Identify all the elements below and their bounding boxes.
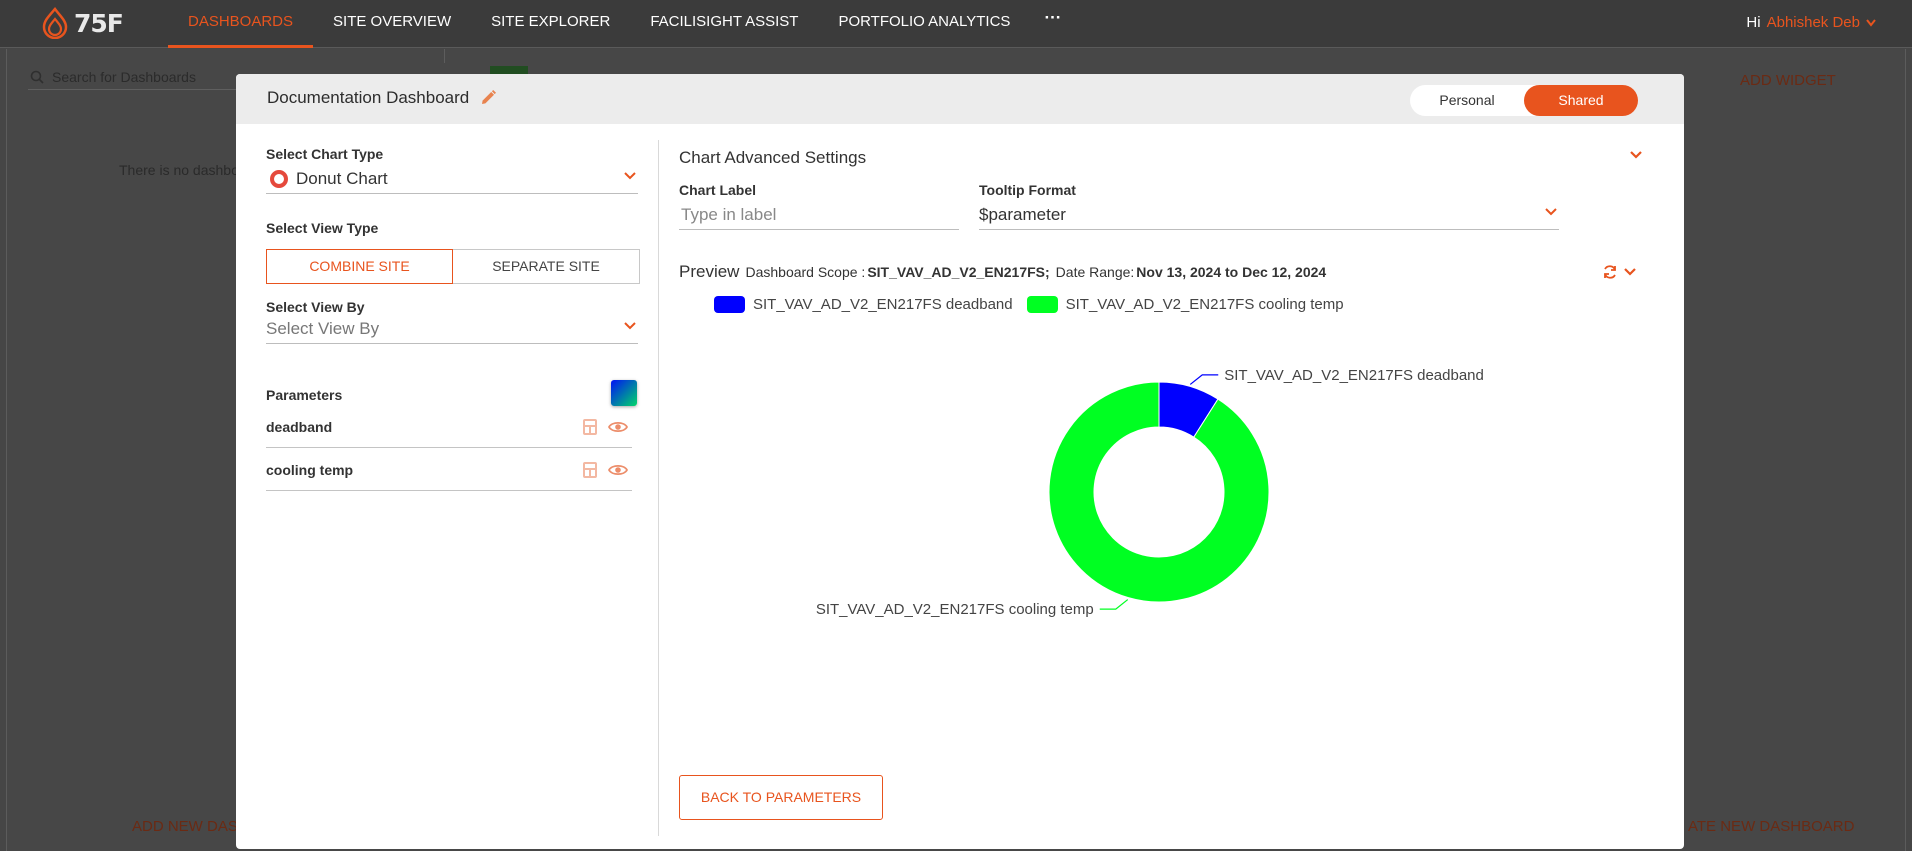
chart-label-input[interactable]: Type in label (679, 200, 959, 230)
parameters-label: Parameters (266, 387, 343, 403)
scope-label: Dashboard Scope : (745, 264, 866, 280)
parameter-name: deadband (266, 418, 333, 435)
eye-icon[interactable] (608, 463, 628, 477)
more-menu-icon[interactable]: ··· (1044, 8, 1062, 27)
greeting-text: Hi (1746, 14, 1761, 31)
dashboard-title: Documentation Dashboard (267, 88, 470, 107)
chart-type-value: Donut Chart (296, 168, 388, 188)
toggle-shared[interactable]: Shared (1524, 85, 1638, 116)
advanced-settings-title: Chart Advanced Settings (679, 148, 867, 167)
chevron-down-icon[interactable] (1630, 150, 1642, 160)
chevron-down-icon (624, 322, 636, 330)
donut-slice[interactable] (1048, 381, 1270, 603)
legend-item[interactable]: SIT_VAV_AD_V2_EN217FS deadband (714, 296, 1013, 313)
user-menu[interactable]: Hi Abhishek Deb (1746, 14, 1876, 31)
parameter-actions (582, 418, 628, 436)
combine-site-button[interactable]: COMBINE SITE (266, 249, 453, 284)
calculator-icon[interactable] (582, 418, 598, 436)
background-divider (444, 49, 445, 63)
flame-logo-icon (42, 7, 68, 39)
parameter-row[interactable]: deadband (266, 406, 632, 448)
modal-header: Documentation Dashboard Personal Shared (236, 74, 1684, 124)
search-placeholder: Search for Dashboards (52, 68, 196, 85)
chevron-down-icon (1866, 18, 1876, 27)
legend-swatch (714, 296, 745, 313)
legend-item[interactable]: SIT_VAV_AD_V2_EN217FS cooling temp (1026, 296, 1344, 313)
search-icon (30, 70, 44, 84)
add-widget-link: ADD WIDGET (1740, 72, 1836, 89)
tooltip-format-value: $parameter (979, 205, 1066, 224)
view-by-label: Select View By (266, 299, 365, 315)
view-by-select[interactable]: Select View By (266, 314, 638, 344)
donut-chart-icon (270, 169, 288, 188)
add-new-dashboard-link: ADD NEW DAS (132, 818, 238, 835)
scope-value: SIT_VAV_AD_V2_EN217FS; (867, 264, 1050, 280)
eye-icon[interactable] (608, 420, 628, 434)
nav-dashboards[interactable]: DASHBOARDS (168, 0, 314, 48)
tooltip-format-label: Tooltip Format (979, 182, 1076, 198)
panel-divider (658, 140, 659, 836)
logo-text: 75F (74, 8, 124, 38)
legend-label: SIT_VAV_AD_V2_EN217FS cooling temp (1065, 296, 1344, 313)
visibility-toggle: Personal Shared (1410, 85, 1638, 116)
refresh-icon[interactable] (1602, 264, 1618, 280)
nav-facilisight-assist[interactable]: FACILISIGHT ASSIST (650, 13, 799, 30)
pencil-icon[interactable] (479, 89, 497, 107)
view-type-group: COMBINE SITE SEPARATE SITE (266, 249, 640, 284)
donut-chart: SIT_VAV_AD_V2_EN217FS deadband SIT_VAV_AD… (816, 367, 1484, 618)
empty-dashboard-message: There is no dashbo (119, 162, 239, 178)
slice-data-label: SIT_VAV_AD_V2_EN217FS cooling temp (816, 601, 1094, 618)
chevron-down-icon (624, 172, 636, 180)
view-type-label: Select View Type (266, 220, 379, 236)
date-range-value: Nov 13, 2024 to Dec 12, 2024 (1136, 264, 1327, 280)
date-range-label: Date Range: (1055, 264, 1135, 280)
parameter-name: cooling temp (266, 461, 354, 478)
chevron-down-icon[interactable] (1624, 267, 1636, 277)
dashboard-search: Search for Dashboards (28, 64, 440, 90)
color-palette-icon[interactable] (611, 380, 637, 406)
legend-swatch (1026, 296, 1058, 313)
label-connector (1099, 599, 1129, 610)
chart-label-label: Chart Label (679, 182, 757, 198)
logo[interactable]: 75F (42, 6, 124, 40)
user-name: Abhishek Deb (1766, 14, 1860, 31)
background-badge (490, 66, 528, 74)
main-nav: DASHBOARDS SITE OVERVIEW SITE EXPLORER F… (168, 0, 1075, 48)
parameter-actions (582, 461, 628, 479)
nav-site-overview[interactable]: SITE OVERVIEW (333, 13, 452, 30)
slice-data-label: SIT_VAV_AD_V2_EN217FS deadband (1224, 367, 1484, 384)
widget-editor-modal: Documentation Dashboard Personal Shared … (236, 74, 1684, 849)
view-by-placeholder: Select View By (266, 319, 380, 338)
preview-actions (1602, 264, 1636, 280)
toggle-personal[interactable]: Personal (1439, 92, 1495, 108)
chart-type-label: Select Chart Type (266, 146, 384, 162)
chevron-down-icon (1545, 208, 1557, 216)
nav-site-explorer[interactable]: SITE EXPLORER (491, 13, 611, 30)
create-new-dashboard-link: ATE NEW DASHBOARD (1688, 818, 1855, 835)
calculator-icon[interactable] (582, 461, 598, 479)
top-navbar: 75F DASHBOARDS SITE OVERVIEW SITE EXPLOR… (0, 0, 1912, 48)
modal-title: Documentation Dashboard (267, 88, 497, 108)
preview-header: Preview Dashboard Scope : SIT_VAV_AD_V2_… (679, 262, 1326, 282)
legend-label: SIT_VAV_AD_V2_EN217FS deadband (753, 296, 1013, 313)
nav-portfolio-analytics[interactable]: PORTFOLIO ANALYTICS (838, 13, 1011, 30)
separate-site-button[interactable]: SEPARATE SITE (453, 249, 640, 284)
preview-title: Preview (679, 262, 740, 281)
back-to-parameters-button[interactable]: BACK TO PARAMETERS (679, 775, 883, 820)
tooltip-format-select[interactable]: $parameter (979, 200, 1559, 230)
chart-legend: SIT_VAV_AD_V2_EN217FS deadband SIT_VAV_A… (714, 296, 1344, 313)
chart-type-select[interactable]: Donut Chart (266, 164, 638, 194)
label-connector (1189, 374, 1219, 385)
parameter-row[interactable]: cooling temp (266, 449, 632, 491)
